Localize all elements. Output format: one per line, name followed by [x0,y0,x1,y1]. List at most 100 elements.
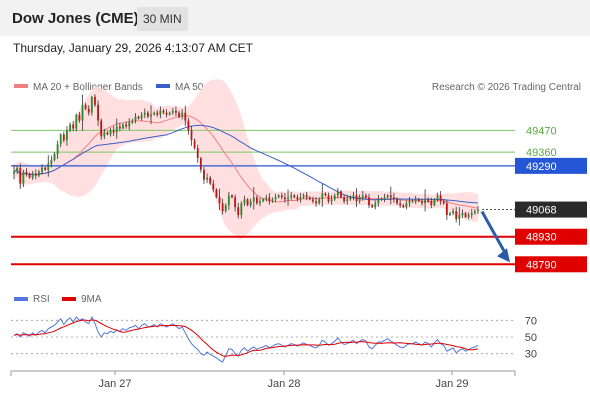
candle-body [59,134,62,145]
candle-body [280,195,283,198]
candle-body [308,197,311,200]
ma50-legend-swatch [156,84,170,88]
rsi-level-label-50: 50 [525,332,537,344]
candle-body [430,201,433,206]
candle-body [237,207,240,216]
x-tick-label: Jan 29 [435,378,468,390]
candle-body [162,110,165,113]
ma20-legend-swatch [14,84,28,88]
candle-body [417,199,420,202]
candle-body [439,195,442,202]
candle-body [150,114,152,117]
candle-body [212,183,215,190]
candle-body [355,195,358,202]
candle-body [106,132,109,135]
candle-body [134,116,137,121]
candle-body [452,211,455,214]
forecast-arrow-head [497,248,510,263]
candle-body [399,203,402,206]
candle-body [140,114,143,119]
timeframe-badge[interactable]: 30 MIN [137,7,188,31]
candle-body [109,130,112,135]
candle-body [277,195,280,198]
candle-body [115,126,118,133]
candle-body [402,205,405,208]
candle-body [156,112,159,115]
candle-body [461,213,464,216]
candle-body [90,96,93,113]
candle-body [392,197,395,200]
candle-body [184,112,187,121]
candle-body [44,167,47,170]
candle-body [168,112,171,115]
candle-body [293,195,296,198]
main-legend: MA 20 + Bollinger Bands MA 50 Research ©… [14,82,581,93]
candle-body [131,120,134,123]
candle-body [252,197,255,202]
candle-body [377,199,380,204]
candle-body [87,108,90,113]
candle-body [274,197,277,200]
timestamp: Thursday, January 29, 2026 4:13:07 AM CE… [13,41,253,55]
candle-body [421,201,423,204]
candle-body [231,195,233,198]
candle-body [125,124,128,127]
candle-body [28,173,31,178]
candle-body [246,199,249,206]
candle-body [196,148,199,158]
rsi-legend-label: RSI [33,294,50,305]
candle-body [287,197,289,200]
candle-body [143,112,146,115]
candle-body [374,203,377,208]
candle-body [146,112,149,117]
candle-body [455,211,458,220]
level-tag-48790 [515,256,587,273]
candle-body [283,197,286,200]
ma9-legend-label: 9MA [81,294,102,305]
candle-body [299,197,302,200]
candle-body [128,122,131,127]
candle-body [215,189,218,198]
ma20-line [13,115,479,209]
candle-body [19,167,22,184]
candle-body [62,134,65,141]
candle-body [165,112,168,115]
x-axis: Jan 27 Jan 28 Jan 29 [10,370,516,390]
level-tag-48930 [515,228,587,245]
candle-body [386,195,389,198]
candle-body [318,199,321,204]
last-price-tag [515,201,587,218]
candle-body [321,193,324,200]
candles-layer [13,94,479,226]
candle-body [97,104,100,121]
candle-body [324,193,327,196]
candle-body [424,199,426,204]
candle-body [178,112,180,117]
instrument-title: Dow Jones (CME) [12,10,139,27]
candle-body [31,173,34,178]
candle-body [302,195,305,198]
candle-body [112,130,115,133]
candle-body [449,213,451,216]
level-label-49360: 49360 [526,147,557,159]
level-label-48930: 48930 [526,232,557,244]
candle-body [240,203,243,216]
candle-body [209,177,212,184]
ma9-legend-swatch [62,297,76,301]
candle-body [118,126,121,129]
candle-body [383,197,386,200]
candle-body [171,110,174,113]
candle-body [181,112,184,117]
candle-body [249,201,252,206]
candle-body [137,116,140,119]
level-label-48790: 48790 [526,259,557,271]
candle-body [327,195,330,202]
last-price-label: 49068 [526,205,557,217]
candle-body [349,197,352,200]
candle-body [221,203,224,212]
level-labels-layer: 49470 49360 49290 48930 48790 49068 [515,125,587,273]
moving-averages-layer [13,115,479,209]
candle-body [47,163,50,170]
candle-body [436,195,439,200]
